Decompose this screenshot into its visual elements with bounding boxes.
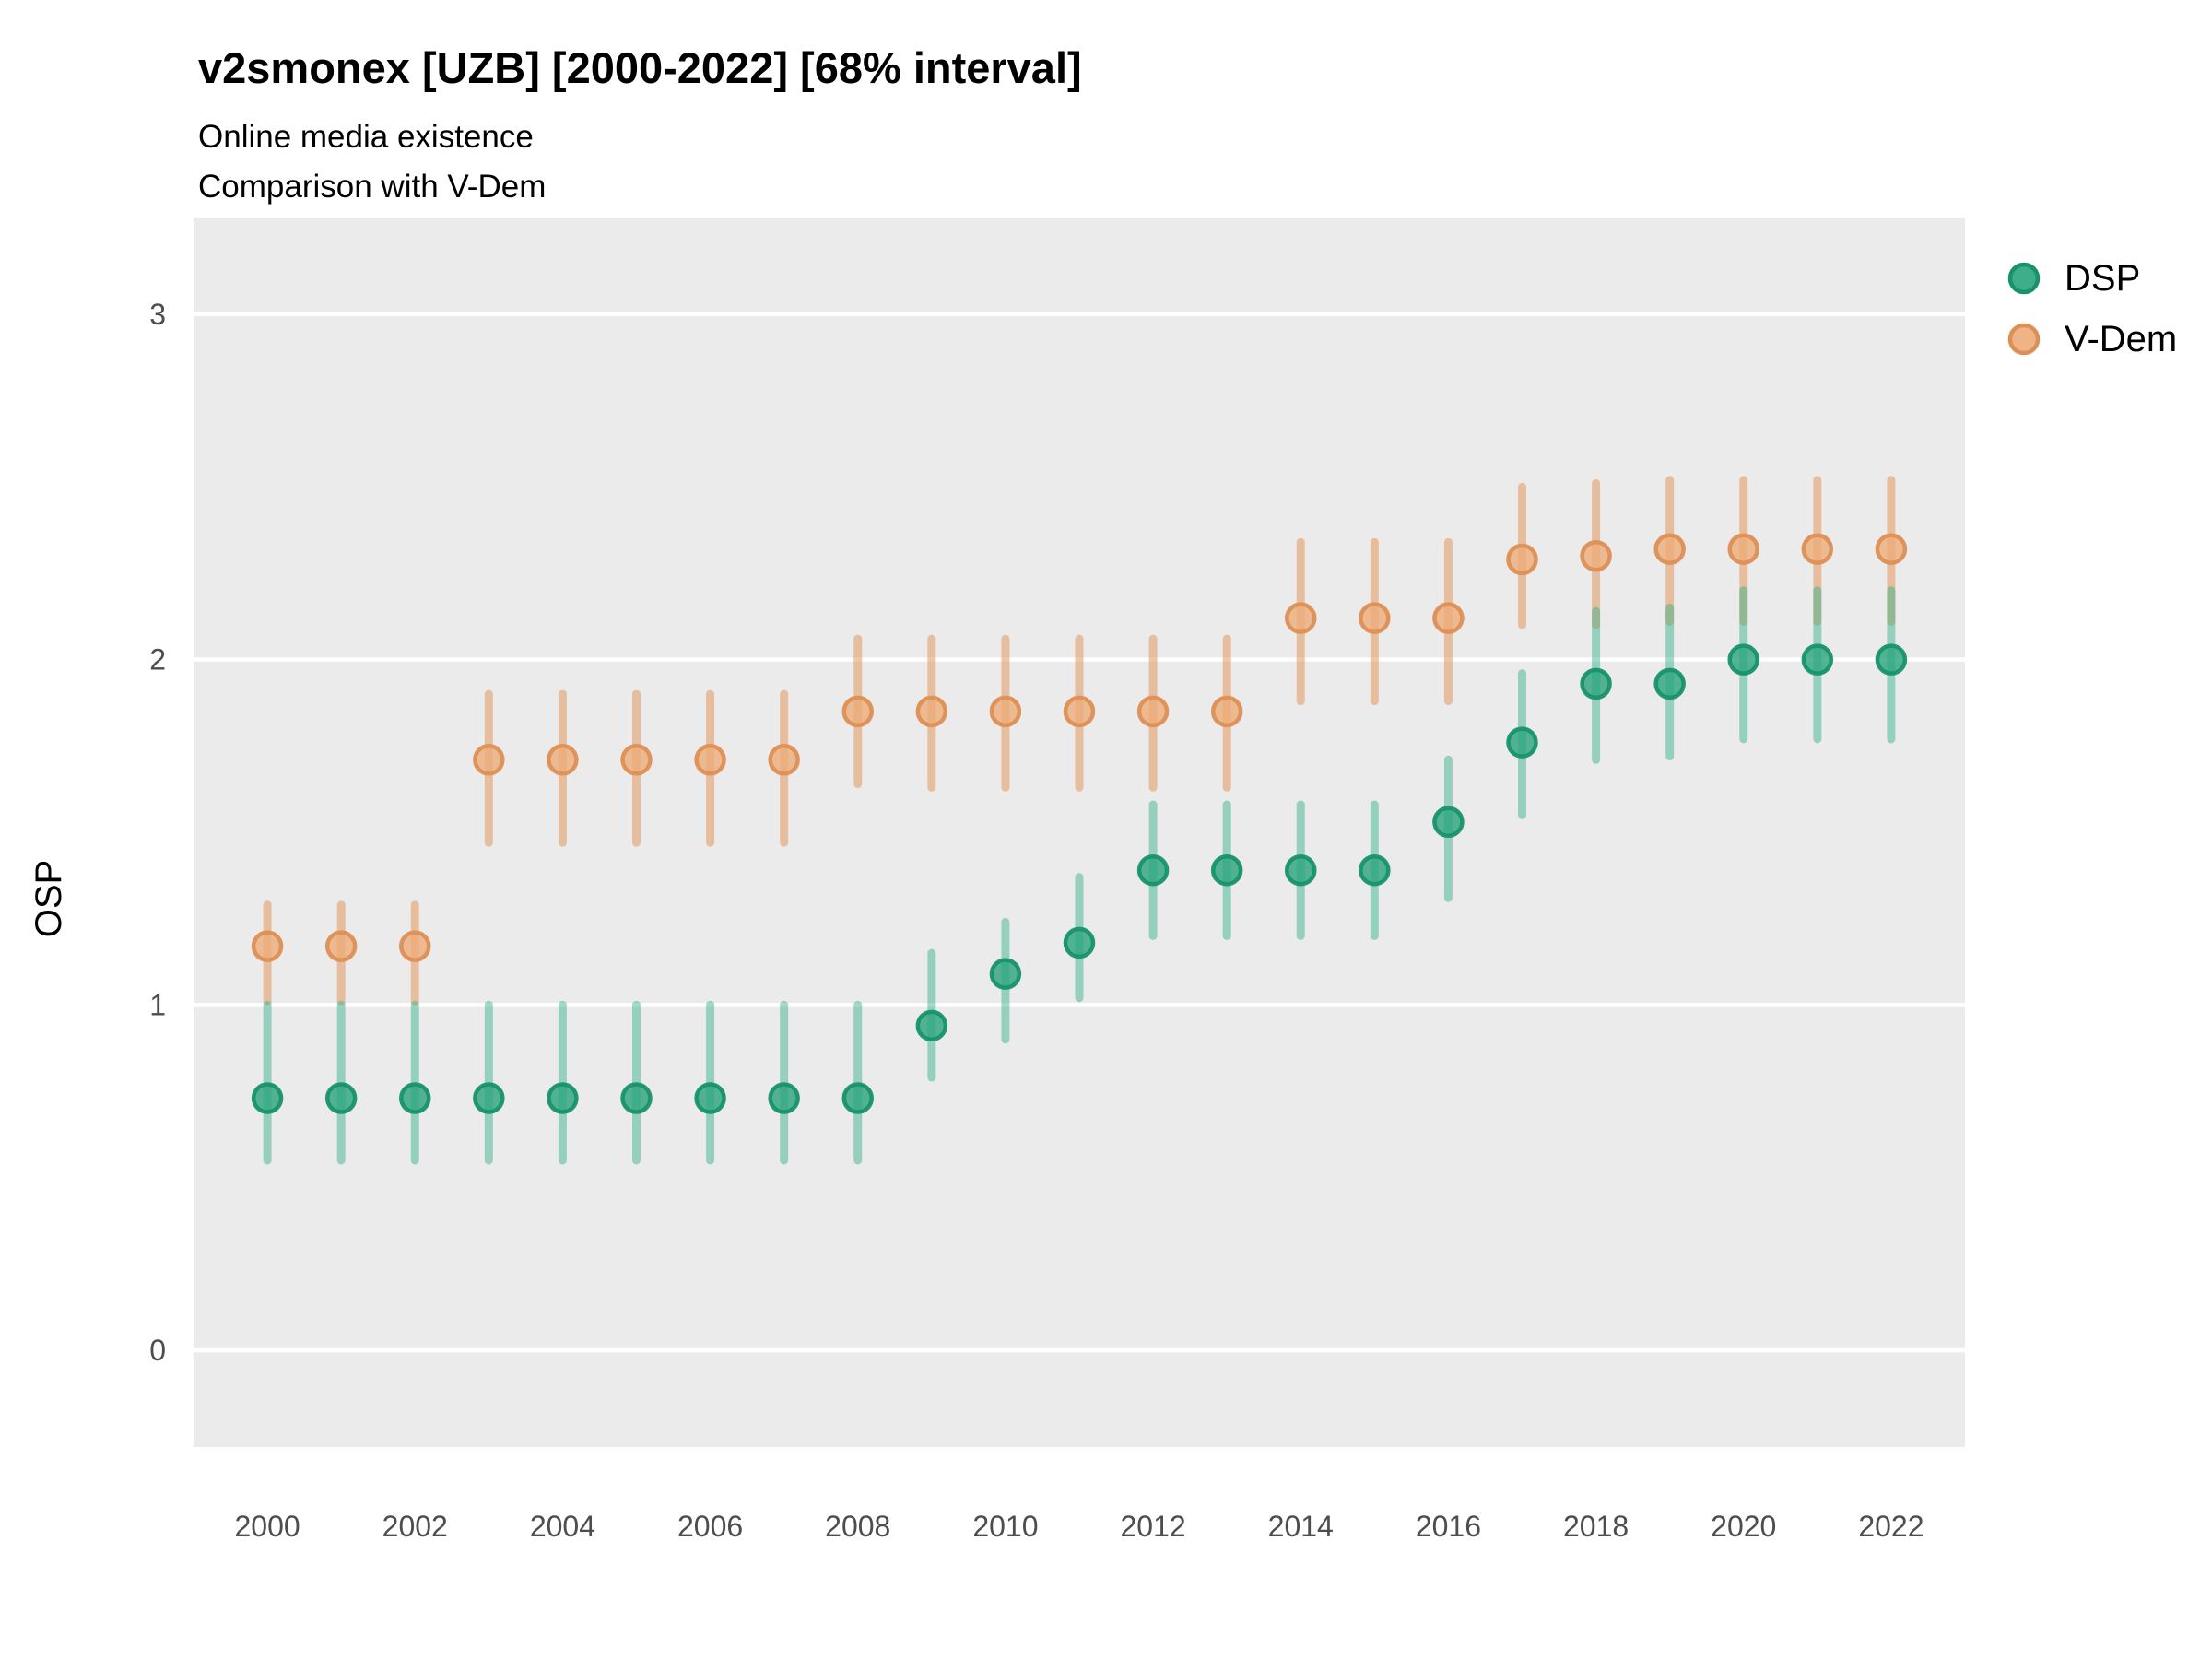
y-tick-label: 1 [149,988,166,1021]
point-estimate [1285,602,1317,634]
legend-key-v-dem-icon [2007,323,2041,356]
point-estimate [1801,533,1834,565]
point-estimate [324,930,358,962]
point-estimate [473,1082,505,1114]
x-tick-label: 2006 [677,1510,743,1543]
point-estimate [547,744,579,776]
point-estimate [768,744,800,776]
point-estimate [1359,853,1391,887]
x-tick-label: 2002 [382,1510,448,1543]
x-tick-label: 2018 [1563,1510,1629,1543]
point-estimate [1580,667,1612,700]
x-tick-label: 2010 [972,1510,1038,1543]
x-tick-label: 2020 [1711,1510,1776,1543]
point-estimate [1136,695,1170,728]
point-estimate [694,1082,726,1114]
y-tick-label: 2 [149,643,166,677]
point-estimate [1506,726,1538,759]
point-estimate [841,695,874,728]
point-estimate [1063,695,1096,728]
x-tick-label: 2022 [1858,1510,1924,1543]
point-estimate [399,1082,431,1114]
y-axis-tick-labels: 0 1 2 3 [149,298,166,1367]
legend-label-dsp: DSP [2065,258,2140,299]
point-estimate [1875,643,1908,676]
point-estimate [1432,602,1465,634]
y-tick-label: 0 [149,1334,166,1367]
point-estimate [1432,806,1465,839]
point-estimate [251,930,284,962]
point-estimate [1063,926,1096,959]
series-dsp [251,586,1908,1165]
point-estimate [1653,667,1686,700]
chart-subtitle-line1: Online media existence [198,119,534,155]
point-estimate [1727,533,1759,565]
point-estimate [1875,533,1908,565]
point-estimate [399,930,431,962]
legend-key-dsp-icon [2007,262,2041,295]
point-estimate [620,1082,653,1114]
plot-panel [194,218,1965,1447]
point-estimate [1580,539,1612,572]
chart-subtitle-line2: Comparison with V-Dem [198,169,546,205]
point-estimate [620,744,653,776]
point-estimate [841,1082,874,1114]
legend-label-v-dem: V-Dem [2065,319,2177,359]
x-axis-tick-labels: 2000 2002 2004 2006 2008 2010 2012 2014 2016 2018… [234,1510,1924,1543]
x-tick-label: 2008 [825,1510,890,1543]
point-estimate [324,1082,358,1114]
point-estimate [1653,533,1686,565]
point-estimate [768,1082,800,1114]
point-estimate [915,1009,948,1042]
legend: DSP V-Dem [2007,258,2177,359]
x-tick-label: 2000 [234,1510,300,1543]
point-estimate [251,1082,284,1114]
point-estimate [1285,853,1317,887]
point-estimate [989,958,1022,990]
series-v-dem [251,476,1908,1006]
x-tick-label: 2016 [1416,1510,1481,1543]
point-estimate [1359,602,1391,634]
y-tick-label: 3 [149,298,166,331]
point-estimate [1727,643,1759,676]
chart-title: v2smonex [UZB] [2000-2022] [68% interval… [198,43,1082,92]
point-estimate [1801,643,1834,676]
point-estimate [915,695,948,728]
point-estimate [1210,695,1243,728]
x-tick-label: 2014 [1268,1510,1334,1543]
point-estimate [694,744,726,776]
point-estimate [1210,853,1243,887]
x-tick-label: 2004 [530,1510,595,1543]
point-estimate [547,1082,579,1114]
point-estimate [1136,853,1170,887]
point-estimate [1506,543,1538,576]
point-estimate [989,695,1022,728]
point-estimate [473,744,505,776]
series-layer [251,476,1908,1165]
y-axis-title: OSP [29,860,69,937]
x-tick-label: 2012 [1120,1510,1185,1543]
